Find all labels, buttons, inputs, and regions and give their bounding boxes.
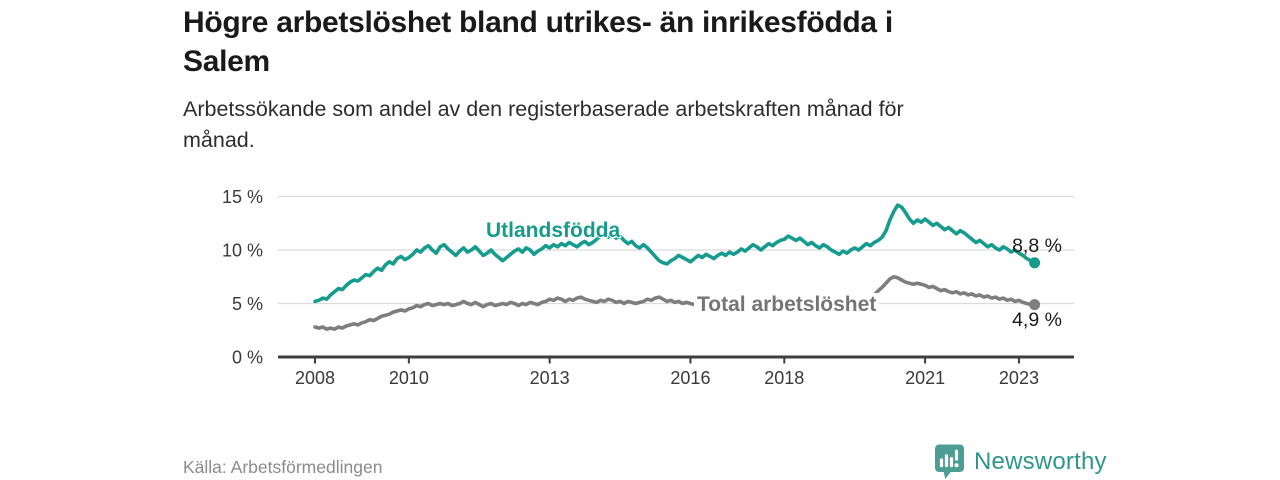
chart-title-line2: Salem bbox=[183, 45, 270, 78]
y-tick-label: 15 % bbox=[222, 187, 263, 207]
x-tick-label: 2013 bbox=[530, 368, 570, 388]
newsworthy-icon bbox=[935, 444, 964, 479]
series-label-total: Total arbetslöshet bbox=[694, 293, 880, 317]
x-tick-label: 2010 bbox=[389, 368, 429, 388]
x-tick-label: 2023 bbox=[999, 368, 1039, 388]
x-tick-label: 2008 bbox=[295, 368, 335, 388]
end-value-total: 4,9 % bbox=[1012, 309, 1062, 331]
x-axis: 2008 2010 2013 2016 2018 2021 2023 bbox=[295, 357, 1039, 388]
bar-chart-glyph bbox=[939, 449, 959, 468]
chart-subtitle: Arbetssökande som andel av den registerb… bbox=[183, 94, 1083, 156]
gridlines-and-yaxis: 0 % 5 % 10 % 15 % bbox=[222, 187, 1074, 368]
x-tick-label: 2018 bbox=[764, 368, 804, 388]
y-tick-label: 0 % bbox=[232, 348, 263, 368]
y-tick-label: 10 % bbox=[222, 241, 263, 261]
x-tick-label: 2021 bbox=[905, 368, 945, 388]
newsworthy-logo: Newsworthy bbox=[934, 444, 1107, 480]
source-credit: Källa: Arbetsförmedlingen bbox=[183, 457, 383, 477]
series-line-utlandsfodda bbox=[313, 203, 1037, 304]
series-line-total bbox=[313, 274, 1037, 332]
speech-bubble-shape bbox=[935, 444, 964, 479]
chart-subtitle-line1: Arbetssökande som andel av den registerb… bbox=[183, 97, 904, 121]
chart-subtitle-line2: månad. bbox=[183, 128, 255, 152]
series-label-utlandsfodda: Utlandsfödda bbox=[486, 219, 621, 242]
newsworthy-wordmark: Newsworthy bbox=[974, 448, 1107, 475]
series-endpoint-utlandsfodda bbox=[1029, 257, 1041, 269]
chart-title-line1: Högre arbetslöshet bland utrikes- än inr… bbox=[183, 6, 893, 39]
chart-title: Högre arbetslöshet bland utrikes- än inr… bbox=[183, 3, 1123, 81]
y-tick-label: 5 % bbox=[232, 294, 263, 314]
x-tick-label: 2016 bbox=[670, 368, 710, 388]
series-endpoint-total bbox=[1029, 299, 1041, 311]
end-value-utlandsfodda: 8,8 % bbox=[1012, 235, 1062, 257]
